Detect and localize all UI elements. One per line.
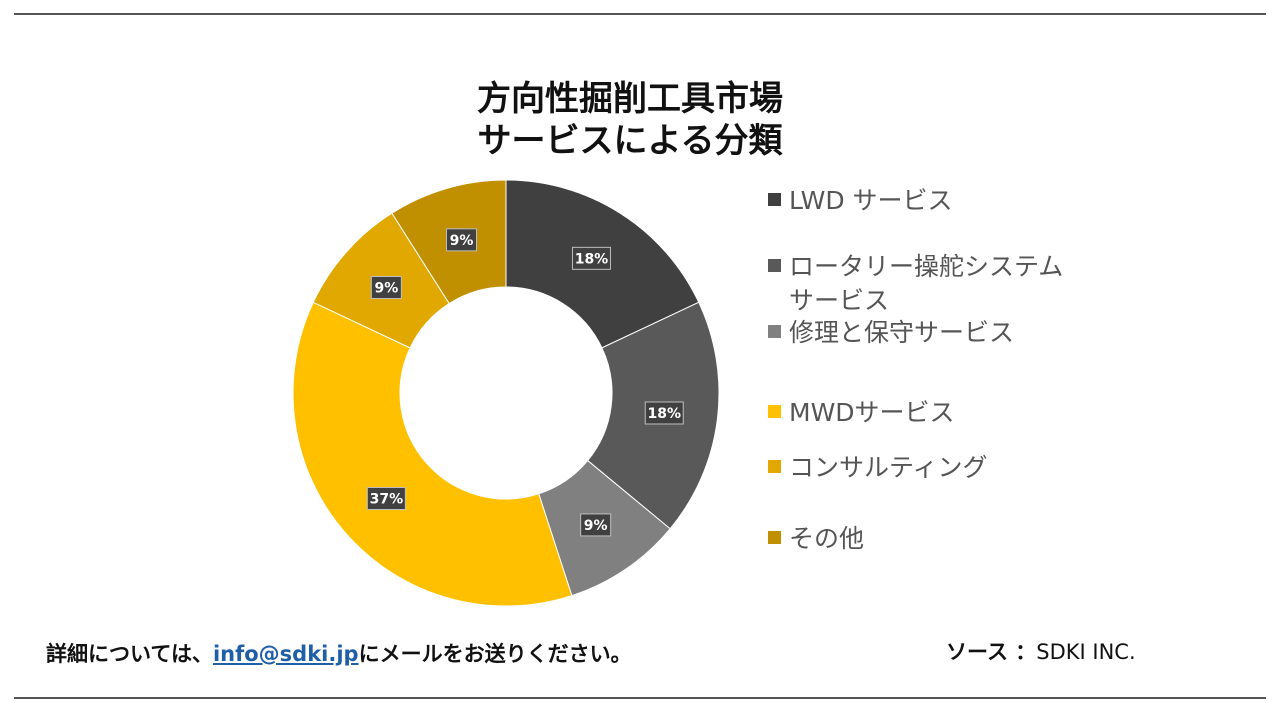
slice-label-box <box>644 401 684 425</box>
slice-label-box <box>571 246 611 270</box>
legend-swatch <box>768 193 781 206</box>
slice-label-box <box>370 276 402 300</box>
legend-item: コンサルティング <box>768 451 1188 485</box>
footer-contact: 詳細については、info@sdki.jpにメールをお送りください。 <box>46 638 632 668</box>
legend-label: その他 <box>789 524 865 553</box>
email-link[interactable]: info@sdki.jp <box>212 642 359 666</box>
slice-data-label: 9% <box>370 276 402 300</box>
slice-label-text: 9% <box>374 281 398 297</box>
footer-source: ソース ：SDKI INC. <box>946 636 1136 666</box>
legend-swatch <box>768 531 781 544</box>
donut-slice <box>292 301 573 607</box>
slice-label-text: 18% <box>647 406 681 422</box>
legend-item: 修理と保守サービス <box>768 316 1188 350</box>
slice-data-label: 37% <box>366 486 406 510</box>
legend-swatch <box>768 259 781 272</box>
source-value: SDKI INC. <box>1036 640 1136 664</box>
source-label: ソース ： <box>946 640 1037 664</box>
legend-label: LWD サービス <box>789 186 953 215</box>
slice-label-text: 9% <box>584 518 608 534</box>
slice-label-box <box>580 513 612 537</box>
legend-item: ロータリー操舵システム サービス <box>768 250 1188 318</box>
legend-swatch <box>768 405 781 418</box>
slice-label-text: 9% <box>450 233 474 249</box>
legend-item: MWDサービス <box>768 396 1188 430</box>
chart-title: 方向性掘削工具市場 サービスによる分類 <box>330 78 930 162</box>
slice-label-box <box>446 228 478 252</box>
legend-swatch <box>768 460 781 473</box>
slice-data-label: 18% <box>644 401 684 425</box>
slice-data-label: 9% <box>446 228 478 252</box>
legend-label: 修理と保守サービス <box>789 318 1015 347</box>
slice-data-label: 18% <box>571 246 611 270</box>
legend-swatch <box>768 325 781 338</box>
legend-label: MWDサービス <box>789 398 955 427</box>
chart-title-line2: サービスによる分類 <box>477 121 783 161</box>
slice-data-label: 9% <box>580 513 612 537</box>
legend-label: ロータリー操舵システム サービス <box>789 252 1064 315</box>
legend-label: コンサルティング <box>789 453 988 482</box>
chart-title-line1: 方向性掘削工具市場 <box>477 79 783 119</box>
footer-suffix: にメールをお送りください。 <box>358 642 632 666</box>
legend-item: LWD サービス <box>768 184 1188 218</box>
slice-label-text: 18% <box>575 251 609 267</box>
slice-label-box <box>366 486 406 510</box>
top-divider <box>14 13 1266 15</box>
legend-item: その他 <box>768 522 1188 556</box>
bottom-divider <box>14 697 1266 699</box>
footer-prefix: 詳細については、 <box>46 642 213 666</box>
slice-label-text: 37% <box>370 491 404 507</box>
